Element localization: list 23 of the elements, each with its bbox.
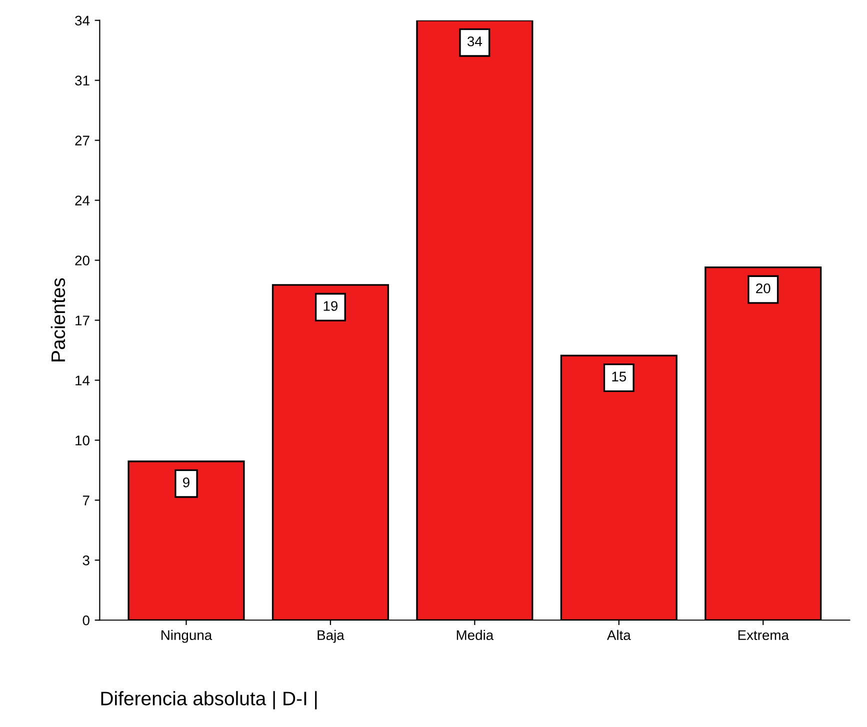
x-axis-title: Diferencia absoluta | D-I | bbox=[101, 691, 317, 710]
y-tick-label: 17 bbox=[76, 316, 90, 326]
x-tick-label: Media bbox=[456, 630, 494, 640]
y-tick-label: 20 bbox=[75, 256, 90, 266]
y-tick-label: 24 bbox=[75, 196, 90, 206]
y-tick-label: 10 bbox=[76, 436, 90, 446]
x-tick-label: Baja bbox=[318, 630, 344, 643]
y-axis-title: Pacientes bbox=[50, 278, 66, 362]
y-tick-label: 34 bbox=[75, 16, 90, 26]
data-label: 34 bbox=[467, 36, 482, 46]
y-tick-label: 14 bbox=[76, 376, 90, 386]
x-tick-label: Alta bbox=[606, 630, 631, 640]
x-tick-label: Extrema bbox=[738, 630, 789, 640]
y-tick-label: 3 bbox=[82, 555, 90, 566]
y-tick-label: 7 bbox=[82, 496, 90, 506]
x-tick-label: Ninguna bbox=[162, 630, 212, 643]
data-label: 9 bbox=[183, 477, 190, 488]
data-label: 19 bbox=[324, 301, 338, 311]
data-label: 20 bbox=[756, 283, 770, 294]
data-label: 15 bbox=[612, 372, 626, 382]
y-tick-label: 27 bbox=[75, 136, 90, 146]
y-tick-label: 31 bbox=[75, 76, 90, 86]
y-tick-label: 0 bbox=[82, 615, 90, 626]
